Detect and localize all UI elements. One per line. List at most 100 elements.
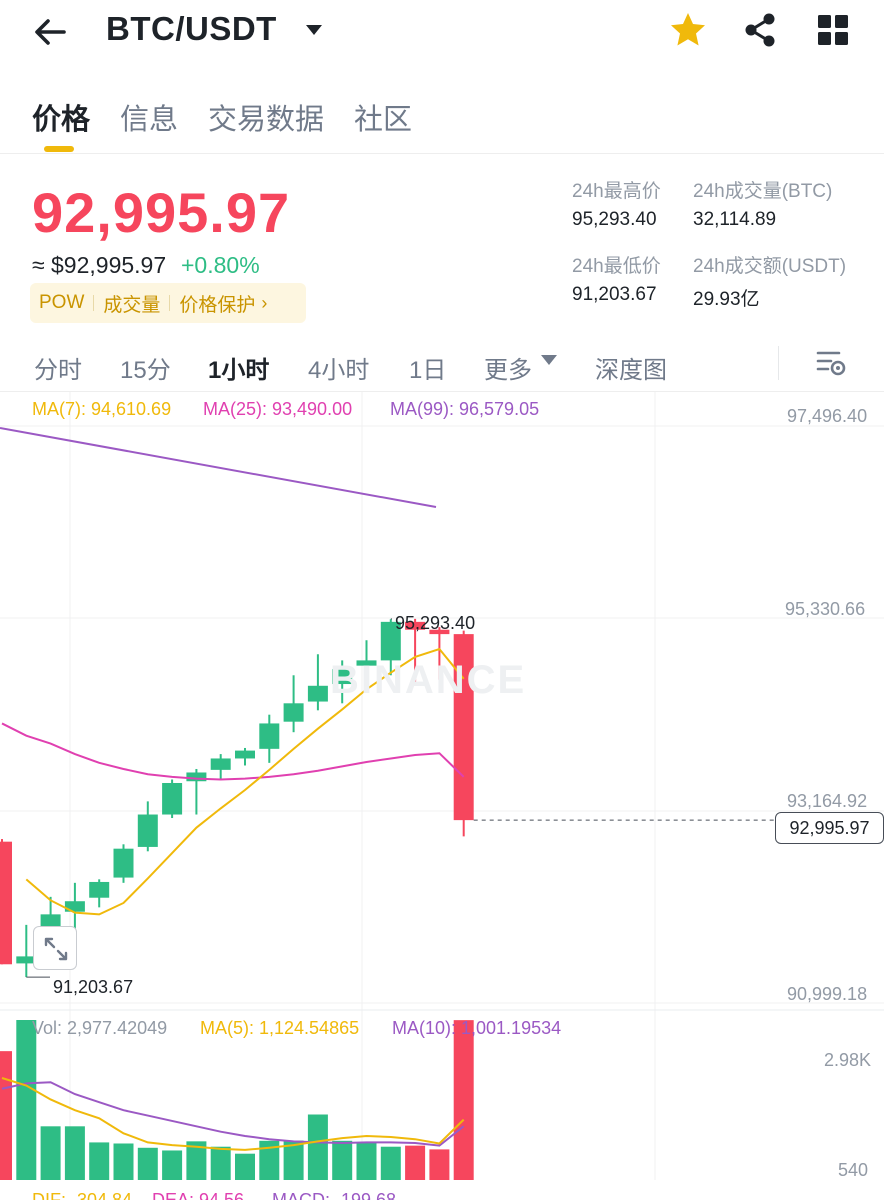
tag-divider bbox=[169, 295, 171, 311]
volume-bar bbox=[16, 1020, 37, 1180]
chevron-right-icon: › bbox=[261, 292, 268, 313]
ma99-line bbox=[0, 427, 437, 508]
candle-body bbox=[210, 758, 231, 770]
interval-1d[interactable]: 1日 bbox=[409, 357, 447, 384]
price-axis-tick: 93,164.92 bbox=[787, 791, 868, 811]
depth-chart-tab[interactable]: 深度图 bbox=[595, 357, 667, 384]
grid-icon[interactable] bbox=[814, 11, 852, 49]
tag-bar[interactable]: POW 成交量 价格保护 › bbox=[30, 283, 306, 323]
volume-bar bbox=[113, 1143, 134, 1180]
macd-label: MACD: -199.68 bbox=[272, 1190, 397, 1200]
usd-price: ≈ $92,995.97 bbox=[32, 252, 167, 278]
expand-chart-button[interactable] bbox=[33, 926, 77, 970]
candle-body bbox=[137, 814, 158, 847]
high-value: 95,293.40 bbox=[572, 209, 657, 230]
star-icon[interactable] bbox=[668, 10, 708, 50]
candle-body bbox=[380, 621, 401, 661]
more-caret-icon[interactable] bbox=[540, 353, 558, 367]
low-value: 91,203.67 bbox=[572, 284, 657, 305]
candle-body bbox=[259, 723, 280, 749]
volume-bar bbox=[89, 1142, 110, 1180]
volume-bar bbox=[429, 1149, 450, 1180]
ma99-label: MA(99): 96,579.05 bbox=[390, 399, 540, 419]
back-arrow-icon[interactable] bbox=[30, 12, 70, 52]
candle-body bbox=[89, 881, 110, 898]
candle-body bbox=[332, 669, 353, 685]
tag-pow[interactable]: POW bbox=[39, 292, 85, 313]
dif-label: DIF: -304.84 bbox=[32, 1190, 133, 1200]
volume-axis-tick: 540 bbox=[838, 1160, 869, 1180]
chart-settings-icon[interactable] bbox=[815, 347, 847, 379]
ma7-label: MA(7): 94,610.69 bbox=[32, 399, 172, 419]
volume-ma5-line bbox=[1, 1077, 465, 1151]
active-tab-indicator bbox=[44, 146, 74, 152]
volume-usdt-value: 29.93亿 bbox=[693, 289, 760, 310]
candle-body bbox=[0, 841, 12, 965]
volume-bar bbox=[137, 1147, 158, 1180]
interval-15m[interactable]: 15分 bbox=[120, 357, 171, 384]
share-icon[interactable] bbox=[741, 10, 781, 50]
price-axis-tick: 95,330.66 bbox=[785, 599, 866, 619]
tab-price[interactable]: 价格 bbox=[32, 104, 91, 136]
candle-body bbox=[283, 703, 304, 722]
candle-body bbox=[405, 621, 426, 630]
candle-body bbox=[16, 956, 37, 964]
candle-body bbox=[307, 685, 328, 702]
volume-usdt-label: 24h成交额(USDT) bbox=[693, 256, 847, 277]
dea-label: DEA: 94.56 bbox=[152, 1190, 245, 1200]
toolbar-divider bbox=[778, 346, 779, 380]
interval-1h[interactable]: 1小时 bbox=[208, 357, 270, 384]
candle-body bbox=[235, 750, 255, 759]
interval-time-share[interactable]: 分时 bbox=[34, 357, 82, 384]
volume-label: Vol: 2,977.42049 bbox=[32, 1018, 168, 1038]
pair-title[interactable]: BTC/USDT bbox=[106, 10, 277, 47]
candle-body bbox=[356, 660, 377, 666]
ma25-line bbox=[1, 722, 465, 781]
volume-bar bbox=[356, 1142, 377, 1180]
volume-ma10-label: MA(10): 1,001.19534 bbox=[392, 1018, 562, 1038]
ma7-line bbox=[25, 647, 465, 916]
volume-bar bbox=[210, 1146, 231, 1180]
watermark-logo: BINANCE bbox=[330, 658, 527, 702]
low-price-marker: 91,203.67 bbox=[53, 977, 134, 997]
volume-ma5-label: MA(5): 1,124.54865 bbox=[200, 1018, 360, 1038]
top-bar: BTC/USDT bbox=[0, 0, 884, 64]
interval-4h[interactable]: 4小时 bbox=[308, 357, 370, 384]
volume-bar bbox=[162, 1150, 183, 1180]
volume-bar bbox=[283, 1140, 304, 1180]
tag-volume[interactable]: 成交量 bbox=[103, 294, 161, 316]
tab-trading-data[interactable]: 交易数据 bbox=[208, 104, 325, 136]
main-tabs: 价格 信息 交易数据 社区 bbox=[0, 88, 884, 154]
candle-body bbox=[64, 901, 85, 912]
dropdown-caret-icon[interactable] bbox=[304, 22, 324, 38]
high-label: 24h最高价 bbox=[572, 181, 661, 202]
volume-bar bbox=[0, 1051, 12, 1180]
volume-bar bbox=[64, 1126, 85, 1180]
candle-body bbox=[162, 782, 183, 815]
current-price-tag: 92,995.97 bbox=[775, 812, 884, 844]
candle-body bbox=[453, 634, 474, 821]
expand-icon bbox=[44, 937, 68, 961]
volume-bar bbox=[307, 1114, 328, 1180]
volume-btc-value: 32,114.89 bbox=[693, 209, 777, 230]
volume-ma10-line bbox=[1, 1081, 465, 1147]
interval-selector: 分时 15分 1小时 4小时 1日 更多 深度图 bbox=[0, 338, 884, 392]
volume-bar bbox=[332, 1140, 353, 1180]
candlestick-chart[interactable] bbox=[0, 392, 884, 1200]
ma25-label: MA(25): 93,490.00 bbox=[203, 399, 353, 419]
volume-bar bbox=[259, 1140, 280, 1180]
volume-btc-label: 24h成交量(BTC) bbox=[693, 181, 833, 202]
interval-more[interactable]: 更多 bbox=[484, 357, 532, 384]
last-price: 92,995.97 bbox=[32, 181, 291, 244]
tab-community[interactable]: 社区 bbox=[354, 104, 413, 136]
tag-divider bbox=[93, 295, 95, 311]
volume-bar bbox=[380, 1146, 401, 1180]
price-axis-tick: 97,496.40 bbox=[787, 406, 868, 426]
volume-axis-tick: 2.98K bbox=[824, 1050, 872, 1070]
low-label: 24h最低价 bbox=[572, 256, 661, 277]
tag-price-protection[interactable]: 价格保护 bbox=[179, 294, 256, 316]
tab-info[interactable]: 信息 bbox=[120, 104, 179, 136]
high-price-marker: 95,293.40 bbox=[395, 613, 476, 633]
candle-body bbox=[429, 629, 450, 635]
volume-bar bbox=[235, 1153, 255, 1180]
